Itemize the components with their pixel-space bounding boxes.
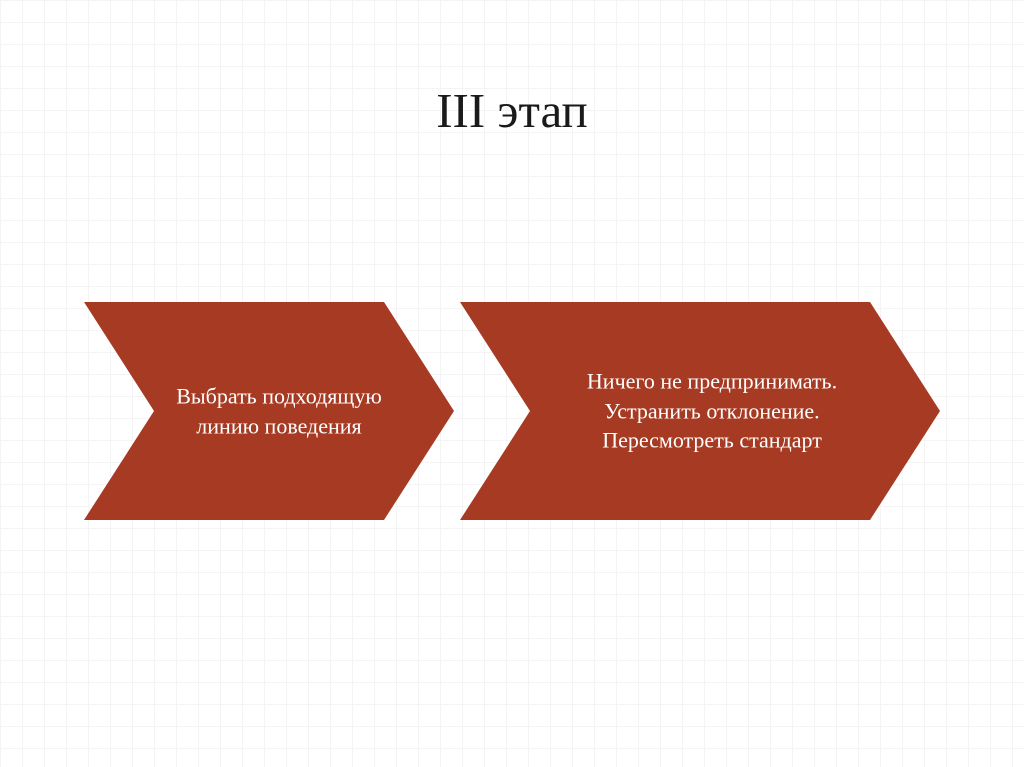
chevron-step-2: Ничего не предпринимать. Устранить откло… xyxy=(460,302,940,520)
chevron-flow: Выбрать подходящую линию поведения Ничег… xyxy=(84,302,940,520)
chevron-2-line-3: Пересмотреть стандарт xyxy=(539,426,885,456)
chevron-2-line-2: Устранить отклонение. xyxy=(539,396,885,426)
slide-title: III этап xyxy=(436,82,588,139)
chevron-2-line-1: Ничего не предпринимать. xyxy=(539,366,885,396)
chevron-text-2: Ничего не предпринимать. Устранить откло… xyxy=(539,366,885,455)
chevron-text-1: Выбрать подходящую линию поведения xyxy=(161,381,398,440)
chevron-1-line-1: Выбрать подходящую линию поведения xyxy=(161,381,398,440)
chevron-step-1: Выбрать подходящую линию поведения xyxy=(84,302,454,520)
